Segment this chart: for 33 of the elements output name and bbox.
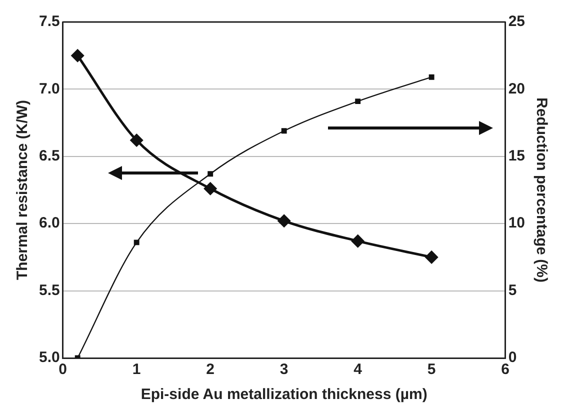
y-tick-label: 6.0 <box>38 214 60 232</box>
y-tick-label: 6.5 <box>38 148 60 165</box>
y2-tick-label: 25 <box>508 13 526 30</box>
x-tick-label: 4 <box>354 361 363 378</box>
x-tick-label: 2 <box>206 361 215 378</box>
point <box>428 74 434 80</box>
point <box>425 250 438 264</box>
y-tick-label: 5.0 <box>38 349 60 366</box>
point <box>355 98 361 104</box>
x-axis-title: Epi-side Au metallization thickness (µm) <box>140 386 428 404</box>
x-tick-label: 5 <box>427 361 436 378</box>
y2-tick-label: 10 <box>508 214 526 232</box>
y2-tick-label: 15 <box>508 148 526 165</box>
y2-tick-label: 5 <box>508 282 517 299</box>
point <box>204 182 217 195</box>
point <box>281 128 287 134</box>
x-tick-label: 3 <box>280 361 288 378</box>
point <box>278 214 290 228</box>
point <box>352 234 364 248</box>
y-tick-label: 7.5 <box>38 13 60 30</box>
y2-tick-label: 20 <box>508 80 526 98</box>
x-tick-label: 0 <box>58 361 68 378</box>
point <box>134 240 140 246</box>
y-tick-label: 7.0 <box>38 80 60 98</box>
y-tick-label: 5.5 <box>38 282 60 299</box>
point <box>130 134 143 147</box>
y2-tick-label: 0 <box>508 349 517 366</box>
y2-axis-title: Reduction percentage (%) <box>532 97 550 283</box>
point <box>71 49 84 62</box>
point <box>208 171 214 177</box>
x-tick-label: 1 <box>132 361 141 378</box>
x-tick-label: 6 <box>501 361 510 378</box>
y-axis-title: Thermal resistance (K/W) <box>14 100 32 280</box>
